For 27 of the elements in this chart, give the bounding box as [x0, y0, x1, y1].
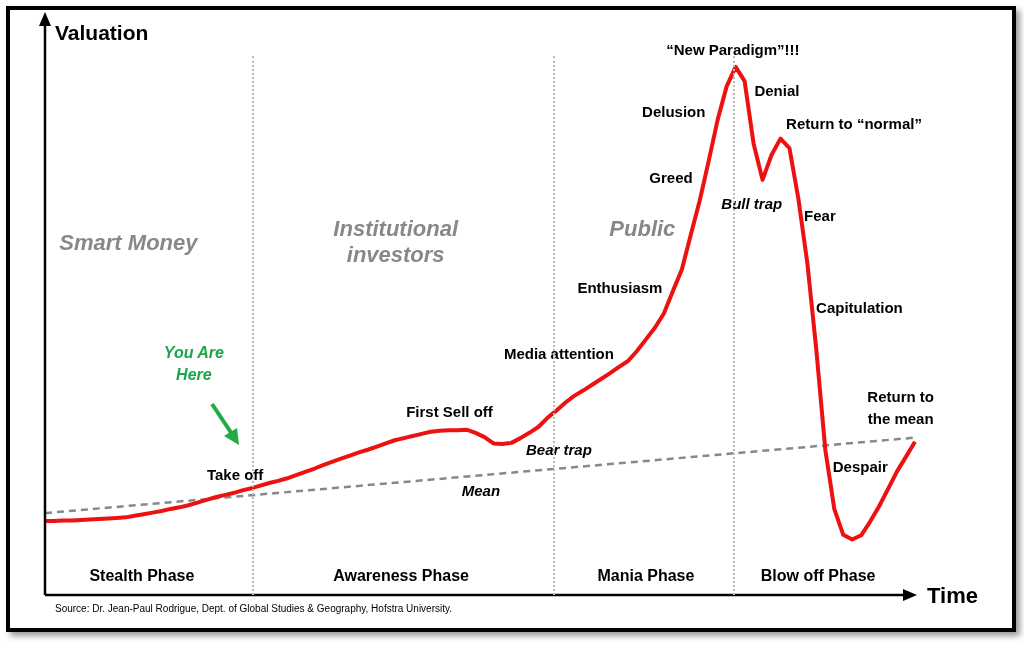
annotation: Greed: [649, 168, 693, 186]
annotation: Delusion: [642, 102, 706, 120]
annotation: Public: [609, 216, 676, 242]
annotation: First Sell off: [406, 402, 494, 420]
annotation: Return to “normal”: [786, 115, 922, 133]
annotation: Bear trap: [526, 440, 592, 458]
x-axis-title: Time: [927, 583, 978, 609]
annotation: Capitulation: [816, 298, 903, 316]
annotation: Return to the mean: [867, 388, 934, 428]
annotation: Mania Phase: [597, 567, 695, 585]
annotation: Take off: [206, 466, 265, 484]
annotation: Institutional investors: [333, 215, 459, 267]
text: “New Paradigm”!!!: [666, 41, 800, 59]
annotation: Awareness Phase: [333, 567, 470, 585]
annotation: Fear: [804, 206, 836, 224]
annotation: Blow off Phase: [760, 567, 876, 585]
annotation: Despair: [832, 457, 888, 475]
y-axis-title: Valuation: [55, 20, 149, 44]
annotation: Denial: [754, 81, 800, 99]
annotation: Stealth Phase: [89, 567, 195, 585]
annotation: Smart Money: [59, 229, 200, 255]
annotation: Bull trap: [721, 194, 783, 212]
annotation: Media attention: [503, 344, 614, 362]
annotation: You Are Here: [163, 344, 225, 384]
annotation: Mean: [461, 482, 501, 500]
annotation: Enthusiasm: [577, 278, 663, 296]
source-note: Source: Dr. Jean-Paul Rodrigue, Dept. of Global Studies & Geography, Hofstra University.: [55, 603, 453, 614]
